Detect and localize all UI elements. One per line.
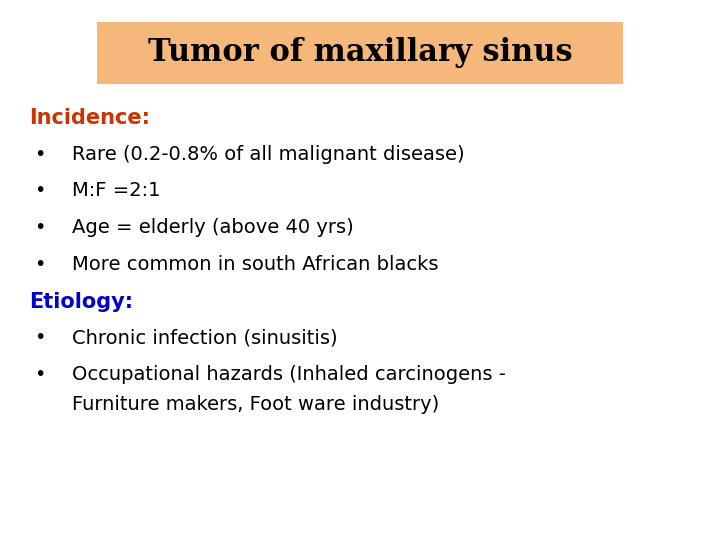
Text: •: •: [34, 328, 45, 347]
Text: M:F =2:1: M:F =2:1: [72, 181, 161, 200]
Text: More common in south African blacks: More common in south African blacks: [72, 255, 438, 274]
Text: •: •: [34, 145, 45, 164]
Text: •: •: [34, 218, 45, 237]
Text: Rare (0.2-0.8% of all malignant disease): Rare (0.2-0.8% of all malignant disease): [72, 145, 464, 164]
Text: Age = elderly (above 40 yrs): Age = elderly (above 40 yrs): [72, 218, 354, 237]
Text: Incidence:: Incidence:: [29, 108, 150, 128]
Text: Tumor of maxillary sinus: Tumor of maxillary sinus: [148, 37, 572, 68]
Text: •: •: [34, 181, 45, 200]
FancyBboxPatch shape: [97, 22, 623, 84]
Text: •: •: [34, 255, 45, 274]
Text: Etiology:: Etiology:: [29, 292, 133, 312]
Text: •: •: [34, 365, 45, 384]
Text: Chronic infection (sinusitis): Chronic infection (sinusitis): [72, 328, 338, 347]
Text: Furniture makers, Foot ware industry): Furniture makers, Foot ware industry): [72, 395, 439, 414]
Text: Occupational hazards (Inhaled carcinogens -: Occupational hazards (Inhaled carcinogen…: [72, 365, 506, 384]
